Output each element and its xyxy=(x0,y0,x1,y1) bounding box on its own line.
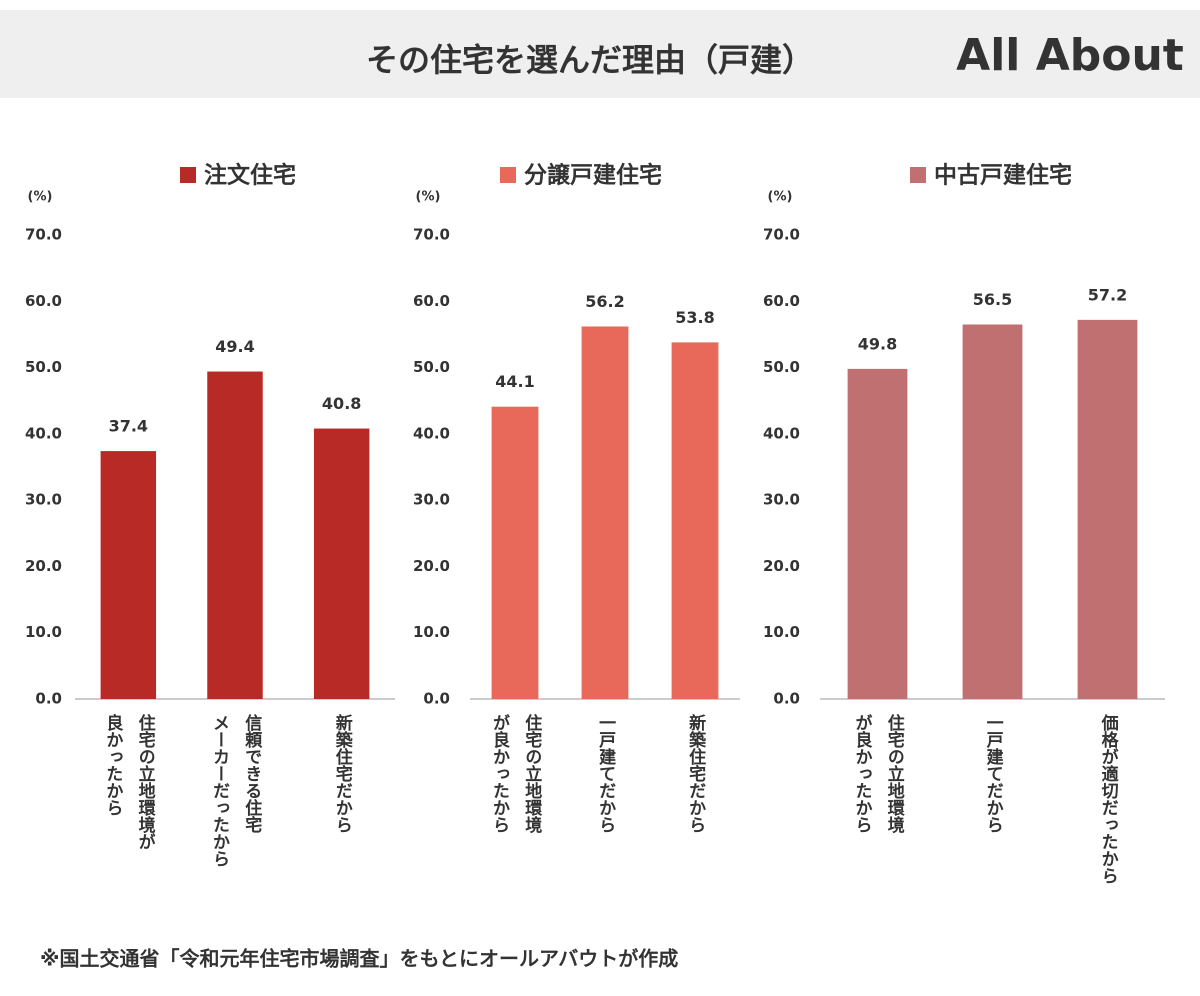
data-label: 37.4 xyxy=(109,417,148,436)
y-tick-label: 20.0 xyxy=(25,557,62,575)
y-tick-label: 50.0 xyxy=(763,358,800,376)
y-tick-label: 10.0 xyxy=(763,623,800,641)
x-tick-label: 一戸建てだから xyxy=(595,714,616,833)
legend-label: 分譲戸建住宅 xyxy=(524,162,662,189)
y-tick-label: 20.0 xyxy=(763,557,800,575)
data-label: 40.8 xyxy=(322,394,361,413)
y-tick-label: 40.0 xyxy=(763,424,800,442)
bar xyxy=(671,342,719,699)
y-tick-label: 0.0 xyxy=(423,690,450,708)
x-tick-label: 住宅の立地環境 が良かったから xyxy=(489,714,542,833)
y-axis-label: (%) xyxy=(416,190,441,205)
y-tick-label: 30.0 xyxy=(25,491,62,509)
y-tick-label: 60.0 xyxy=(25,292,62,310)
y-tick-label: 60.0 xyxy=(413,292,450,310)
data-label: 56.2 xyxy=(585,292,624,311)
y-tick-label: 30.0 xyxy=(413,491,450,509)
page-title: その住宅を選んだ理由（戸建） xyxy=(366,41,814,79)
source-note: ※国土交通省「令和元年住宅市場調査」をもとにオールアバウトが作成 xyxy=(40,947,678,971)
bar xyxy=(100,451,157,699)
bar xyxy=(581,326,629,699)
bar xyxy=(313,428,370,699)
x-tick-label: 信頼できる住宅 メーカーだったから xyxy=(209,714,262,867)
bar xyxy=(847,368,908,699)
data-label: 49.4 xyxy=(215,337,254,356)
y-tick-label: 0.0 xyxy=(35,690,62,708)
y-tick-label: 70.0 xyxy=(25,226,62,244)
y-tick-label: 40.0 xyxy=(413,424,450,442)
y-tick-label: 10.0 xyxy=(25,623,62,641)
bar xyxy=(1077,319,1138,699)
y-tick-label: 50.0 xyxy=(25,358,62,376)
y-tick-label: 40.0 xyxy=(25,424,62,442)
data-label: 57.2 xyxy=(1088,285,1127,304)
y-tick-label: 60.0 xyxy=(763,292,800,310)
legend-swatch xyxy=(180,167,196,183)
bar xyxy=(491,406,539,699)
y-axis-label: (%) xyxy=(768,190,793,205)
data-label: 56.5 xyxy=(973,290,1012,309)
y-tick-label: 30.0 xyxy=(763,491,800,509)
data-label: 53.8 xyxy=(675,308,714,327)
logo: All About xyxy=(956,30,1184,81)
y-tick-label: 0.0 xyxy=(773,690,800,708)
legend-swatch xyxy=(910,167,926,183)
legend-label: 注文住宅 xyxy=(204,162,296,189)
legend-label: 中古戸建住宅 xyxy=(934,162,1072,189)
y-tick-label: 70.0 xyxy=(763,226,800,244)
bar xyxy=(962,324,1023,699)
y-tick-label: 20.0 xyxy=(413,557,450,575)
y-tick-label: 50.0 xyxy=(413,358,450,376)
y-tick-label: 70.0 xyxy=(413,226,450,244)
data-label: 44.1 xyxy=(495,372,534,391)
x-tick-label: 新築住宅だから xyxy=(685,714,706,833)
x-tick-label: 住宅の立地環境が 良かったから xyxy=(102,714,155,850)
y-tick-label: 10.0 xyxy=(413,623,450,641)
x-tick-label: 住宅の立地環境 が良かったから xyxy=(851,714,904,833)
header-band xyxy=(0,10,1200,98)
y-axis-label: (%) xyxy=(28,190,53,205)
data-label: 49.8 xyxy=(858,334,897,353)
legend-swatch xyxy=(500,167,516,183)
x-tick-label: 一戸建てだから xyxy=(982,714,1003,833)
bar xyxy=(207,371,263,699)
x-tick-label: 価格が適切だったから xyxy=(1097,714,1118,884)
x-tick-label: 新築住宅だから xyxy=(331,714,352,833)
